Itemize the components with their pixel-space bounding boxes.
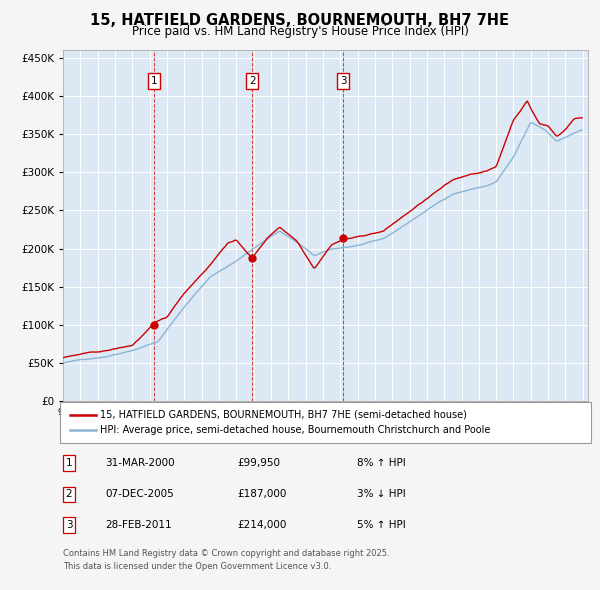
Text: HPI: Average price, semi-detached house, Bournemouth Christchurch and Poole: HPI: Average price, semi-detached house,…	[100, 425, 491, 435]
Text: 8% ↑ HPI: 8% ↑ HPI	[357, 458, 406, 468]
Text: 15, HATFIELD GARDENS, BOURNEMOUTH, BH7 7HE (semi-detached house): 15, HATFIELD GARDENS, BOURNEMOUTH, BH7 7…	[100, 409, 467, 419]
Text: 2: 2	[65, 490, 73, 499]
Text: 3: 3	[65, 520, 73, 530]
Text: 28-FEB-2011: 28-FEB-2011	[105, 520, 172, 530]
Text: Price paid vs. HM Land Registry's House Price Index (HPI): Price paid vs. HM Land Registry's House …	[131, 25, 469, 38]
Text: 07-DEC-2005: 07-DEC-2005	[105, 490, 174, 499]
Text: 2: 2	[249, 76, 256, 86]
Text: 1: 1	[65, 458, 73, 468]
Text: This data is licensed under the Open Government Licence v3.0.: This data is licensed under the Open Gov…	[63, 562, 331, 571]
Text: £187,000: £187,000	[237, 490, 286, 499]
Text: 15, HATFIELD GARDENS, BOURNEMOUTH, BH7 7HE: 15, HATFIELD GARDENS, BOURNEMOUTH, BH7 7…	[91, 13, 509, 28]
Text: 3: 3	[340, 76, 346, 86]
Text: 31-MAR-2000: 31-MAR-2000	[105, 458, 175, 468]
Text: Contains HM Land Registry data © Crown copyright and database right 2025.: Contains HM Land Registry data © Crown c…	[63, 549, 389, 558]
Text: 3% ↓ HPI: 3% ↓ HPI	[357, 490, 406, 499]
Text: £214,000: £214,000	[237, 520, 286, 530]
Text: £99,950: £99,950	[237, 458, 280, 468]
Text: 1: 1	[151, 76, 157, 86]
Text: 5% ↑ HPI: 5% ↑ HPI	[357, 520, 406, 530]
